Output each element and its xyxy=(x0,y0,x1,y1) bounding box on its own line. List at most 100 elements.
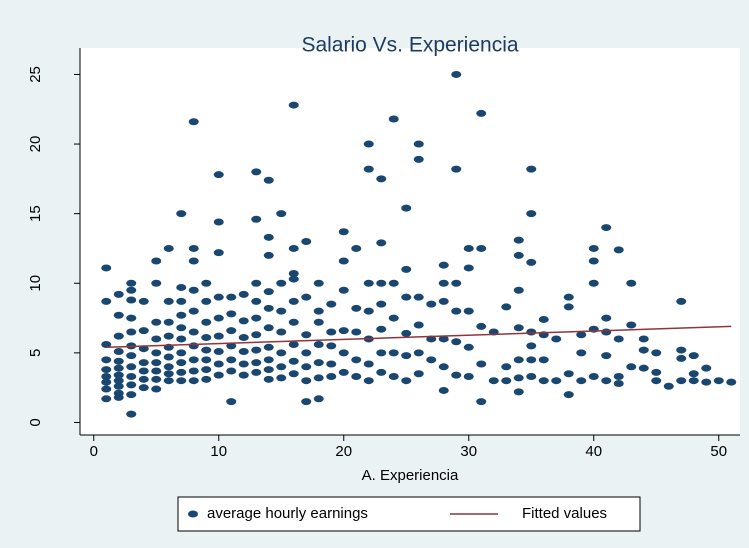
point xyxy=(263,288,274,296)
point xyxy=(626,279,637,287)
point xyxy=(226,398,237,406)
point xyxy=(713,377,724,385)
point xyxy=(238,360,249,368)
point xyxy=(451,70,462,78)
point xyxy=(151,367,162,375)
point xyxy=(213,249,224,257)
point xyxy=(401,352,412,360)
point xyxy=(213,332,224,340)
point xyxy=(138,384,149,392)
point xyxy=(326,328,337,336)
point xyxy=(163,353,174,361)
point xyxy=(238,347,249,355)
point xyxy=(101,264,112,272)
point xyxy=(526,373,537,381)
point xyxy=(238,334,249,342)
point xyxy=(601,224,612,232)
point xyxy=(251,359,262,367)
point xyxy=(276,374,287,382)
point xyxy=(251,297,262,305)
point xyxy=(638,364,649,372)
point xyxy=(126,296,137,304)
point xyxy=(113,371,124,379)
point xyxy=(201,356,212,364)
point xyxy=(676,377,687,385)
point xyxy=(426,300,437,308)
point xyxy=(363,307,374,315)
point xyxy=(188,257,199,265)
point xyxy=(376,325,387,333)
point xyxy=(563,391,574,399)
point xyxy=(526,165,537,173)
point xyxy=(513,324,524,332)
point xyxy=(426,356,437,364)
point xyxy=(288,370,299,378)
point xyxy=(438,363,449,371)
point xyxy=(126,314,137,322)
point xyxy=(526,210,537,218)
point xyxy=(613,379,624,387)
point xyxy=(513,388,524,396)
point xyxy=(126,286,137,294)
point xyxy=(138,367,149,375)
point xyxy=(501,363,512,371)
y-tick-label: 10 xyxy=(27,275,44,292)
point xyxy=(188,328,199,336)
point xyxy=(701,378,712,386)
point xyxy=(226,327,237,335)
point xyxy=(613,335,624,343)
point xyxy=(288,275,299,283)
point xyxy=(138,345,149,353)
point xyxy=(313,374,324,382)
point xyxy=(226,342,237,350)
point xyxy=(313,341,324,349)
y-tick-label: 15 xyxy=(27,205,44,222)
point xyxy=(476,360,487,368)
point xyxy=(201,346,212,354)
point xyxy=(613,373,624,381)
point xyxy=(263,233,274,241)
point xyxy=(463,307,474,315)
point xyxy=(176,335,187,343)
point xyxy=(151,279,162,287)
point xyxy=(601,352,612,360)
point xyxy=(326,342,337,350)
point xyxy=(476,109,487,117)
point xyxy=(201,297,212,305)
point xyxy=(126,279,137,287)
point xyxy=(263,366,274,374)
point xyxy=(126,410,137,418)
point xyxy=(638,346,649,354)
point xyxy=(151,349,162,357)
point xyxy=(251,368,262,376)
point xyxy=(326,360,337,368)
chart-title: Salario Vs. Experiencia xyxy=(301,34,518,57)
point xyxy=(251,215,262,223)
point xyxy=(251,346,262,354)
point xyxy=(138,297,149,305)
point xyxy=(213,314,224,322)
point xyxy=(351,328,362,336)
x-tick-label: 40 xyxy=(585,443,602,460)
point xyxy=(151,385,162,393)
point xyxy=(276,363,287,371)
point xyxy=(401,204,412,212)
point xyxy=(263,375,274,383)
point xyxy=(176,210,187,218)
point xyxy=(388,373,399,381)
fitted-line xyxy=(106,325,732,349)
point xyxy=(351,356,362,364)
point xyxy=(563,303,574,311)
y-tick-label: 5 xyxy=(27,349,44,357)
x-tick-label: 20 xyxy=(335,443,352,460)
point xyxy=(376,279,387,287)
point xyxy=(513,236,524,244)
point xyxy=(101,385,112,393)
point xyxy=(176,324,187,332)
point xyxy=(463,343,474,351)
point xyxy=(188,307,199,315)
point xyxy=(263,176,274,184)
point xyxy=(188,118,199,126)
point xyxy=(338,286,349,294)
